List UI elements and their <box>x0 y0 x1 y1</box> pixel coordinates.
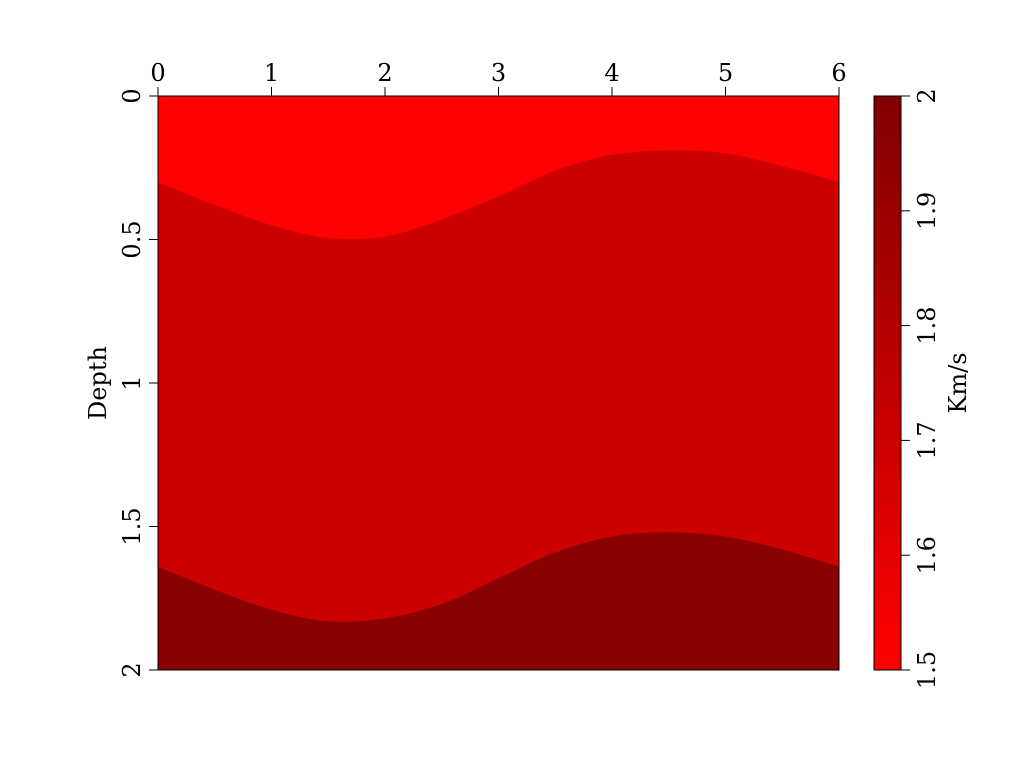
y-tick-label: 1.5 <box>118 507 146 545</box>
colorbar <box>873 95 902 671</box>
x-tick-label: 6 <box>831 59 846 87</box>
x-tick-label: 2 <box>377 59 392 87</box>
colorbar-ticks: 1.5 1.6 1.7 1.8 1.9 2 <box>901 88 941 689</box>
velocity-layer-1 <box>158 96 839 240</box>
y-tick-label: 0 <box>118 88 146 103</box>
y-tick-label: 2 <box>118 662 146 677</box>
x-axis: 0 1 2 3 4 5 6 <box>150 59 847 96</box>
y-tick-label: 0.5 <box>118 220 146 258</box>
colorbar-tick-label: 1.7 <box>913 421 941 459</box>
colorbar-title: Km/s <box>944 352 972 413</box>
x-tick-label: 5 <box>718 59 733 87</box>
velocity-layers <box>158 96 839 670</box>
colorbar-tick-label: 1.8 <box>913 307 941 345</box>
colorbar-tick-label: 1.6 <box>913 536 941 574</box>
x-tick-label: 3 <box>491 59 506 87</box>
y-axis-title: Depth <box>84 346 112 420</box>
x-tick-label: 0 <box>150 59 165 87</box>
colorbar-tick-label: 1.5 <box>913 651 941 689</box>
colorbar-tick-label: 2 <box>913 88 941 103</box>
y-tick-label: 1 <box>118 375 146 390</box>
y-axis: 0 0.5 1 1.5 2 <box>118 88 158 678</box>
colorbar-tick-label: 1.9 <box>913 192 941 230</box>
x-tick-label: 1 <box>264 59 279 87</box>
x-tick-label: 4 <box>604 59 619 87</box>
